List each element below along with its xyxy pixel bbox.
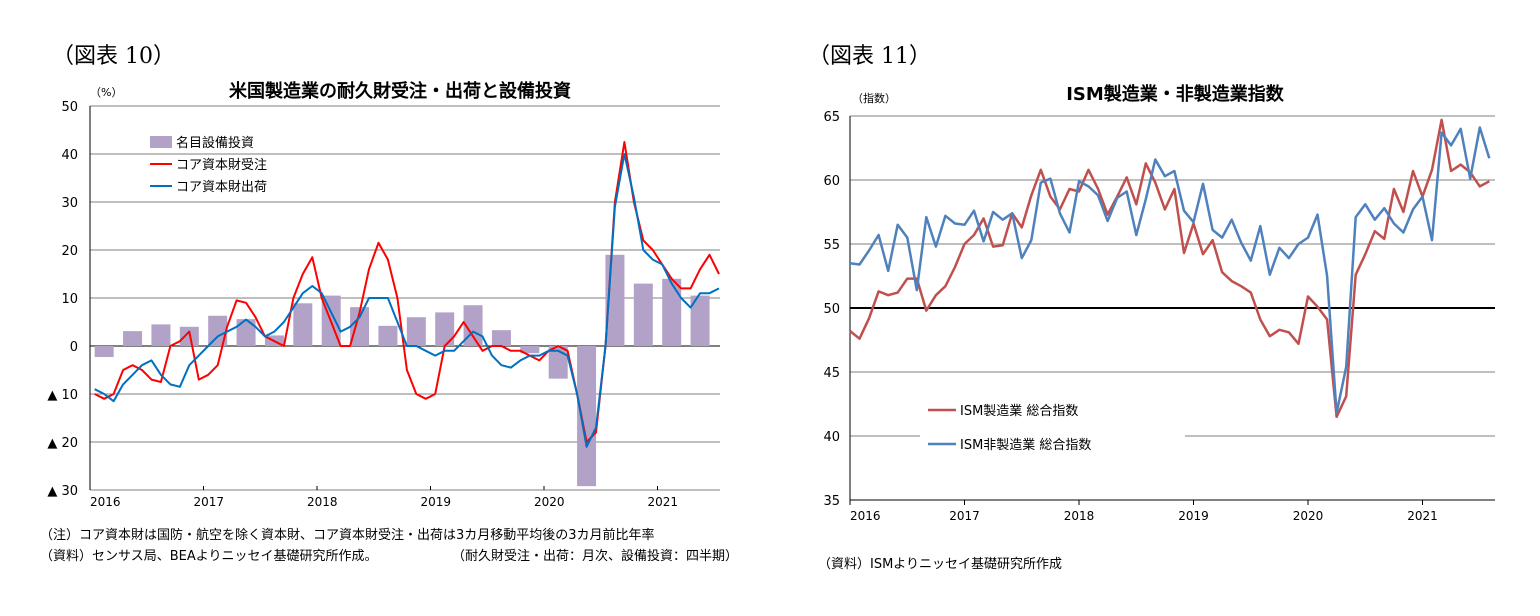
left-source: （資料）センサス局、BEAよりニッセイ基礎研究所作成。 — [40, 549, 378, 564]
bar-capex-2017Q2 — [236, 319, 256, 346]
figure-label-10: （図表 10） — [52, 44, 175, 69]
bar-capex-2018Q4 — [406, 317, 426, 346]
right-chart-unit: （指数） — [852, 92, 896, 105]
bar-capex-2021Q1 — [662, 278, 682, 346]
legend-label-orders: コア資本財受注 — [176, 158, 267, 173]
right-legend-box — [920, 396, 1185, 460]
left-y-tick-label: 40 — [61, 148, 78, 163]
left-x-tick-label: 2018 — [307, 495, 338, 509]
left-x-tick-label: 2019 — [421, 495, 452, 509]
bar-capex-2020Q4 — [633, 283, 653, 346]
left-y-tick-label: 20 — [61, 244, 78, 259]
left-y-tick-label: 0 — [70, 340, 78, 355]
right-y-tick-label: 35 — [823, 494, 840, 509]
bar-capex-2018Q2 — [350, 307, 370, 346]
right-x-tick-label: 2021 — [1407, 509, 1438, 523]
bar-capex-2016Q2 — [123, 331, 143, 346]
right-x-tick-label: 2019 — [1178, 509, 1209, 523]
right-y-tick-label: 60 — [823, 174, 840, 189]
line-core-shipments — [94, 153, 720, 448]
left-x-tick-label: 2021 — [648, 495, 679, 509]
left-y-tick-label: ▲ 20 — [47, 436, 78, 451]
right-chart-title: ISM製造業・非製造業指数 — [1066, 84, 1284, 105]
left-y-tick-label: ▲ 30 — [47, 484, 78, 499]
bar-capex-2017Q1 — [208, 315, 228, 346]
legend-label-capex: 名目設備投資 — [176, 135, 254, 151]
right-y-tick-label: 55 — [823, 238, 840, 253]
left-chart-title: 米国製造業の耐久財受注・出荷と設備投資 — [229, 81, 571, 102]
line-ism-manufacturing — [849, 118, 1490, 419]
left-y-tick-label: 50 — [61, 100, 78, 115]
left-y-tick-label: ▲ 10 — [47, 388, 78, 403]
left-chart-unit: （%） — [90, 86, 123, 99]
bar-capex-2019Q3 — [491, 330, 511, 346]
right-x-tick-label: 2020 — [1293, 509, 1324, 523]
bar-capex-2018Q3 — [378, 325, 398, 346]
right-x-tick-label: 2016 — [850, 509, 881, 523]
left-x-tick-label: 2017 — [194, 495, 225, 509]
right-y-tick-label: 65 — [823, 110, 840, 125]
right-x-tick-label: 2018 — [1064, 509, 1095, 523]
left-x-tick-label: 2020 — [534, 495, 565, 509]
right-source: （資料）ISMよりニッセイ基礎研究所作成 — [818, 557, 1063, 572]
bar-capex-2021Q2 — [690, 295, 710, 346]
bar-capex-2016Q3 — [151, 324, 171, 346]
line-ism-nonmanufacturing — [849, 126, 1491, 415]
legend-swatch-capex — [150, 136, 172, 148]
legend-label-ism-manufacturing: ISM製造業 総合指数 — [960, 403, 1078, 419]
figure-label-11: （図表 11） — [808, 44, 931, 69]
right-y-tick-label: 45 — [823, 366, 840, 381]
right-x-tick-label: 2017 — [949, 509, 980, 523]
left-y-tick-label: 10 — [61, 292, 78, 307]
left-y-tick-label: 30 — [61, 196, 78, 211]
bar-capex-2019Q4 — [520, 346, 540, 354]
legend-label-ism-nonmanufacturing: ISM非製造業 総合指数 — [960, 437, 1091, 453]
legend-label-shipments: コア資本財出荷 — [176, 180, 267, 195]
left-note: （注）コア資本財は国防・航空を除く資本財、コア資本財受注・出荷は3カ月移動平均後… — [40, 528, 655, 543]
left-x-tick-label: 2016 — [90, 495, 121, 509]
bar-capex-2019Q1 — [435, 312, 455, 346]
bar-capex-2020Q2 — [577, 346, 597, 487]
bar-capex-2017Q4 — [293, 303, 313, 346]
right-y-tick-label: 50 — [823, 302, 840, 317]
bar-capex-2016Q1 — [94, 346, 114, 358]
right-y-tick-label: 40 — [823, 430, 840, 445]
left-frequency-note: （耐久財受注・出荷：月次、設備投資：四半期） — [452, 549, 739, 564]
